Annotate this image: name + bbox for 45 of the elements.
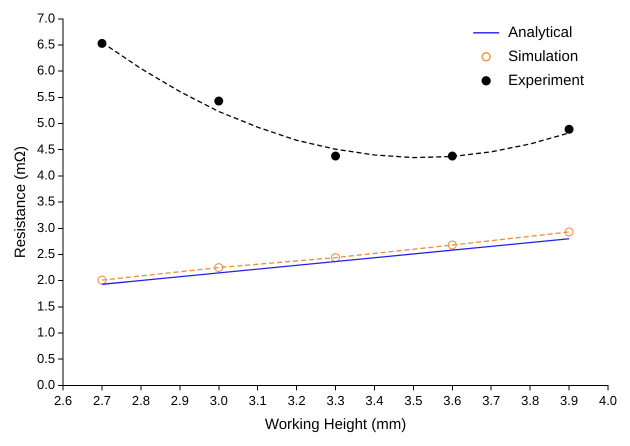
y-tick-label: 4.5	[36, 141, 56, 156]
x-tick-label: 2.7	[92, 392, 112, 408]
y-tick-label: 3.0	[36, 220, 56, 235]
point	[331, 253, 340, 262]
y-axis-title: Resistance (mΩ)	[12, 146, 30, 258]
x-tick-label: 2.9	[170, 392, 189, 408]
y-tick-label: 1.0	[36, 324, 56, 340]
x-tick-label: 3.2	[288, 392, 306, 408]
x-tick-label: 3.9	[560, 392, 578, 408]
x-tick-label: 4.0	[598, 392, 618, 408]
y-tick-label: 3.5	[36, 194, 56, 209]
x-tick-label: 3.7	[482, 392, 500, 408]
point	[97, 38, 106, 48]
legend-label: Experiment	[508, 72, 585, 89]
point	[97, 276, 106, 285]
y-tick-label: 6.0	[36, 62, 56, 78]
x-tick-label: 2.6	[54, 392, 72, 408]
y-tick-label: 2.0	[36, 272, 56, 288]
x-tick-label: 3.4	[365, 392, 384, 408]
x-tick-label: 3.5	[404, 392, 422, 408]
point	[331, 152, 340, 161]
y-tick-label: 4.0	[36, 167, 56, 182]
point	[448, 240, 457, 250]
y-tick-label: 0.0	[36, 376, 56, 392]
y-tick-label: 5.0	[36, 115, 56, 130]
x-tick-label: 3.8	[521, 392, 540, 408]
y-tick-label: 0.5	[36, 350, 56, 366]
y-tick-label: 6.5	[36, 36, 56, 52]
y-tick-label: 1.5	[36, 298, 56, 314]
y-tick-label: 5.5	[36, 88, 56, 104]
y-tick-label: 2.5	[36, 246, 56, 262]
x-tick-label: 2.8	[132, 392, 150, 408]
x-tick-label: 3.0	[210, 392, 228, 408]
point	[214, 96, 224, 106]
x-tick-label: 3.3	[326, 392, 345, 408]
legend-label: Simulation	[508, 48, 578, 65]
point	[564, 227, 574, 236]
point	[214, 263, 224, 272]
x-axis-title: Working Height (mm)	[264, 416, 406, 434]
x-tick-label: 3.1	[248, 392, 267, 408]
x-tick-label: 3.6	[443, 392, 462, 408]
point	[564, 124, 574, 134]
y-tick-label: 7.0	[36, 10, 56, 26]
legend-label: Analytical	[508, 24, 572, 41]
point	[448, 152, 457, 161]
